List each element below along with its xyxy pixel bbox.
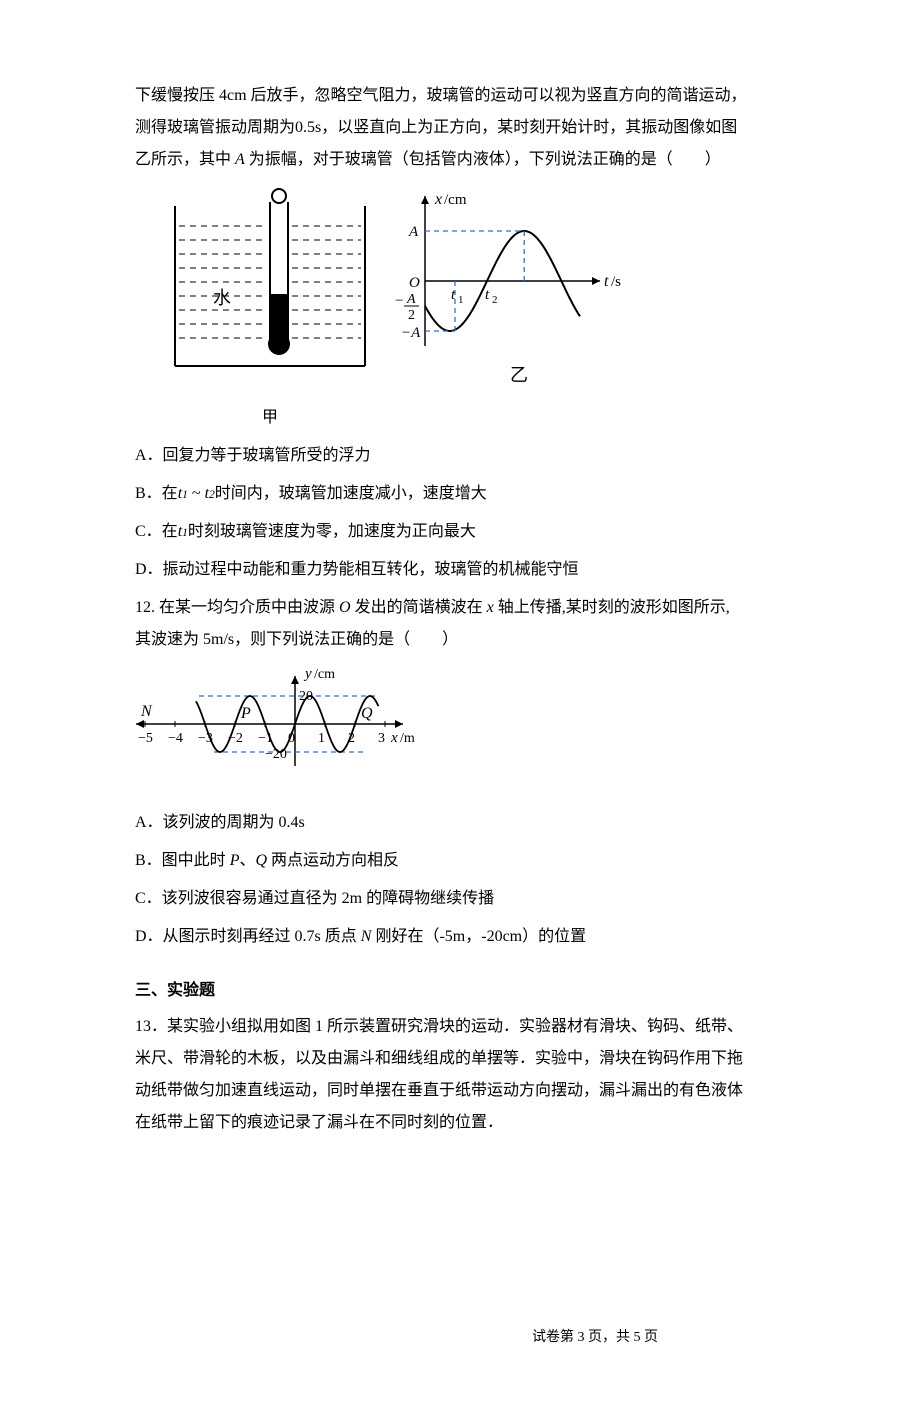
text: 为振幅，对于玻璃管（包括管内液体），下列说法正确的是（ ） [245,151,721,168]
svg-text:3: 3 [378,731,385,746]
var: x [487,599,494,616]
svg-text:−A: −A [401,325,421,341]
text: ，以竖直向上为正方向，某时刻开始计时，其振动图像如图 [321,119,737,136]
q11-option-A: A．回复力等于玻璃管所受的浮力 [135,440,785,472]
svg-text:O: O [409,275,420,291]
text: 两点运动方向相反 [267,852,399,869]
q12-stem-line2: 其波速为 5m/s，则下列说法正确的是（ ） [135,624,785,656]
text: 时刻玻璃管速度为零，加速度为正向最大 [188,523,476,540]
figure-jia-caption: 甲 [175,402,365,434]
figure-jia: 水 甲 [175,186,365,434]
svg-text:2: 2 [492,294,498,306]
svg-text:−20: −20 [265,747,287,762]
svg-text:乙: 乙 [510,365,528,385]
text: B．图中此时 [135,852,230,869]
svg-text:20: 20 [299,689,313,704]
amplitude-var: A [235,151,245,168]
svg-text:x: x [434,191,442,208]
q13-line2: 米尺、带滑轮的木板，以及由漏斗和细线组成的单摆等．实验中，滑块在钩码作用下拖 [135,1043,785,1075]
period-value: 0.5s [295,119,321,136]
text: ~ [188,485,205,502]
svg-text:t: t [485,287,490,303]
var: O [339,599,351,616]
svg-text:−2: −2 [228,731,243,746]
svg-text:−: − [395,293,403,309]
q13-line3: 动纸带做匀加速直线运动，同时单摆在垂直于纸带运动方向摆动，漏斗漏出的有色液体 [135,1075,785,1107]
q11-option-B: B．在t1 ~ t2时间内，玻璃管加速度减小，速度增大 [135,478,785,510]
svg-text:Q: Q [361,705,373,722]
q13-line1: 13．某实验小组拟用如图 1 所示装置研究滑块的运动．实验器材有滑块、钩码、纸带… [135,1011,785,1043]
svg-text:0: 0 [288,731,295,746]
text: 、 [239,852,255,869]
q11-stem-line1: 下缓慢按压 4cm 后放手，忽略空气阻力，玻璃管的运动可以视为竖直方向的简谐运动… [135,80,785,112]
q12-stem-line1: 12. 在某一均匀介质中由波源 O 发出的简谐横波在 x 轴上传播,某时刻的波形… [135,592,785,624]
q12-option-B: B．图中此时 P、Q 两点运动方向相反 [135,845,785,877]
svg-text:A: A [408,224,419,240]
svg-text:N: N [140,703,153,720]
text: C．在 [135,523,178,540]
q12-option-A: A．该列波的周期为 0.4s [135,807,785,839]
figure-jia-svg: 水 [175,186,365,386]
figure-yi: x/cmt/sOA−A−A2t1t2乙 [395,186,615,408]
svg-text:水: 水 [213,288,231,308]
q11-option-D: D．振动过程中动能和重力势能相互转化，玻璃管的机械能守恒 [135,554,785,586]
q11-stem-line3: 乙所示，其中 A 为振幅，对于玻璃管（包括管内液体），下列说法正确的是（ ） [135,144,785,176]
svg-text:/cm: /cm [444,192,467,208]
q13-line4: 在纸带上留下的痕迹记录了漏斗在不同时刻的位置． [135,1107,785,1139]
svg-text:A: A [406,292,416,307]
svg-text:/s: /s [611,274,621,290]
text: 乙所示，其中 [135,151,235,168]
text: 12. 在某一均匀介质中由波源 [135,599,339,616]
var: Q [255,852,267,869]
figure-yi-svg: x/cmt/sOA−A−A2t1t2乙 [395,186,615,396]
svg-text:−5: −5 [138,731,153,746]
svg-text:−4: −4 [168,731,183,746]
text: 轴上传播,某时刻的波形如图所示, [494,599,730,616]
text: 刚好在（-5m，-20cm）的位置 [371,928,586,945]
figure-q12-svg: −5 −4 −3 −2 −1 0 1 2 3 20 −20 y/cm x/m N P Q [135,664,435,789]
var: N [361,928,372,945]
text: B．在 [135,485,178,502]
svg-text:/m: /m [400,731,415,746]
q12-option-D: D．从图示时刻再经过 0.7s 质点 N 刚好在（-5m，-20cm）的位置 [135,921,785,953]
text: 测得玻璃管振动周期为 [135,119,295,136]
svg-text:1: 1 [458,294,464,306]
text: 时间内，玻璃管加速度减小，速度增大 [215,485,487,502]
svg-text:2: 2 [348,731,355,746]
svg-text:/cm: /cm [314,667,335,682]
q12-option-C: C．该列波很容易通过直径为 2m 的障碍物继续传播 [135,883,785,915]
svg-text:P: P [240,705,251,722]
text: 发出的简谐横波在 [351,599,487,616]
svg-text:y: y [303,666,312,682]
q11-figures: 水 甲 x/cmt/sOA−A−A2t1t2乙 [175,186,785,434]
svg-text:−3: −3 [198,731,213,746]
svg-text:x: x [390,730,398,746]
svg-text:−1: −1 [258,731,273,746]
q11-stem-line2: 测得玻璃管振动周期为0.5s，以竖直向上为正方向，某时刻开始计时，其振动图像如图 [135,112,785,144]
svg-text:1: 1 [318,731,325,746]
figure-q12: −5 −4 −3 −2 −1 0 1 2 3 20 −20 y/cm x/m N P Q [135,664,785,801]
page-footer: 试卷第 3 页，共 5 页 [135,1324,920,1352]
section-3-title: 三、实验题 [135,975,785,1007]
svg-text:2: 2 [408,308,415,323]
var: P [230,852,240,869]
svg-text:t: t [604,273,609,290]
text: D．从图示时刻再经过 0.7s 质点 [135,928,361,945]
q11-option-C: C．在t1时刻玻璃管速度为零，加速度为正向最大 [135,516,785,548]
